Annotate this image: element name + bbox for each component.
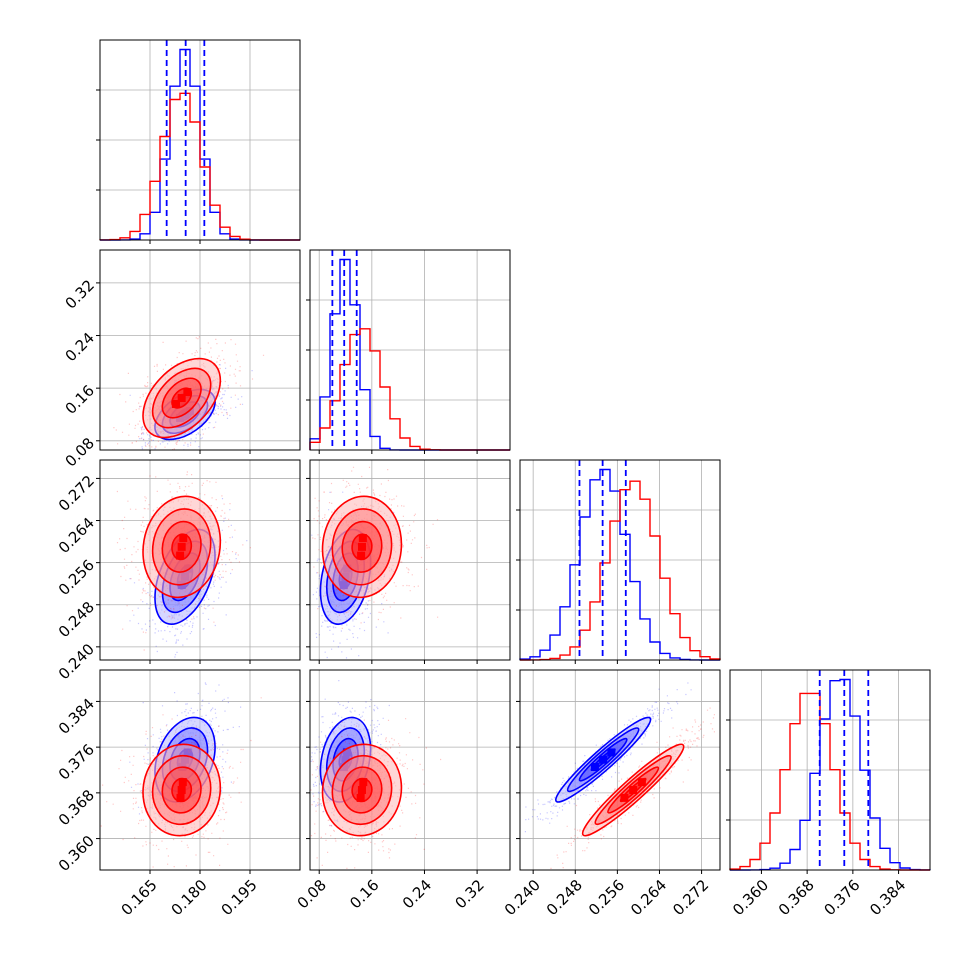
histogram-0-param-3 — [730, 678, 931, 871]
scatter-points — [116, 471, 251, 651]
density-core — [178, 778, 187, 787]
density-core — [176, 793, 185, 802]
x-tick-label-param-0: 0.180 — [168, 876, 211, 919]
y-tick-label-param-2: 0.256 — [55, 556, 98, 599]
density-core — [358, 534, 367, 543]
panel-bg — [520, 670, 720, 870]
density-core — [171, 399, 180, 408]
x-tick-label-param-1: 0.24 — [399, 876, 435, 912]
density-2-1 — [310, 466, 439, 659]
x-tick-label-param-0: 0.165 — [118, 876, 161, 919]
density-core — [607, 748, 616, 757]
density-core — [183, 388, 192, 397]
density-core — [357, 551, 366, 560]
x-tick-label-param-2: 0.240 — [501, 876, 544, 919]
y-tick-label-param-2: 0.248 — [55, 598, 98, 641]
density-core — [176, 551, 185, 560]
density-3-2 — [524, 670, 715, 869]
y-tick-label-param-3: 0.360 — [55, 832, 98, 875]
histogram-0-param-2 — [519, 468, 720, 661]
density-core — [356, 793, 365, 802]
density-3-0 — [100, 682, 262, 868]
x-tick-label-param-2: 0.264 — [627, 876, 670, 919]
density-core — [177, 786, 186, 794]
histogram-1-param-3 — [729, 692, 930, 871]
y-tick-label-param-2: 0.272 — [55, 472, 98, 515]
density-core — [177, 542, 186, 551]
density-core — [179, 534, 188, 543]
x-tick-label-param-2: 0.256 — [585, 876, 628, 919]
density-core — [357, 786, 366, 794]
y-tick-label-param-2: 0.240 — [55, 640, 98, 683]
y-tick-label-param-1: 0.16 — [62, 381, 98, 417]
histogram-1-param-2 — [520, 480, 721, 661]
y-tick-label-param-3: 0.376 — [55, 740, 98, 783]
x-tick-label-param-3: 0.368 — [775, 876, 818, 919]
x-tick-label-param-3: 0.376 — [821, 876, 864, 919]
y-tick-label-param-1: 0.08 — [62, 434, 98, 470]
x-tick-label-param-2: 0.272 — [669, 876, 712, 919]
density-core — [599, 755, 608, 764]
y-tick-label-param-2: 0.264 — [55, 514, 98, 557]
density-2-0 — [116, 471, 251, 658]
density-core — [177, 394, 186, 403]
density-core — [359, 778, 368, 787]
x-tick-label-param-1: 0.32 — [452, 876, 488, 912]
y-tick-label-param-3: 0.368 — [55, 786, 98, 829]
panel-frame — [309, 459, 511, 661]
x-tick-label-param-3: 0.384 — [866, 876, 909, 919]
density-1-0 — [113, 336, 265, 450]
density-core — [629, 786, 638, 794]
x-tick-label-param-2: 0.248 — [543, 876, 586, 919]
density-core — [620, 793, 629, 802]
y-tick-label-param-1: 0.32 — [62, 276, 98, 312]
density-core — [637, 778, 646, 787]
y-tick-label-param-1: 0.24 — [62, 329, 98, 365]
panel-frame — [519, 669, 721, 871]
x-tick-label-param-1: 0.08 — [294, 876, 330, 912]
density-3-1 — [310, 680, 442, 870]
y-tick-label-param-3: 0.384 — [55, 695, 98, 738]
x-tick-label-param-1: 0.16 — [346, 876, 382, 912]
x-tick-label-param-0: 0.195 — [218, 876, 261, 919]
x-tick-label-param-3: 0.360 — [729, 876, 772, 919]
panel-frame — [309, 669, 511, 871]
panel-3-2 — [520, 670, 720, 870]
density-core — [590, 762, 599, 771]
density-core — [357, 542, 366, 551]
